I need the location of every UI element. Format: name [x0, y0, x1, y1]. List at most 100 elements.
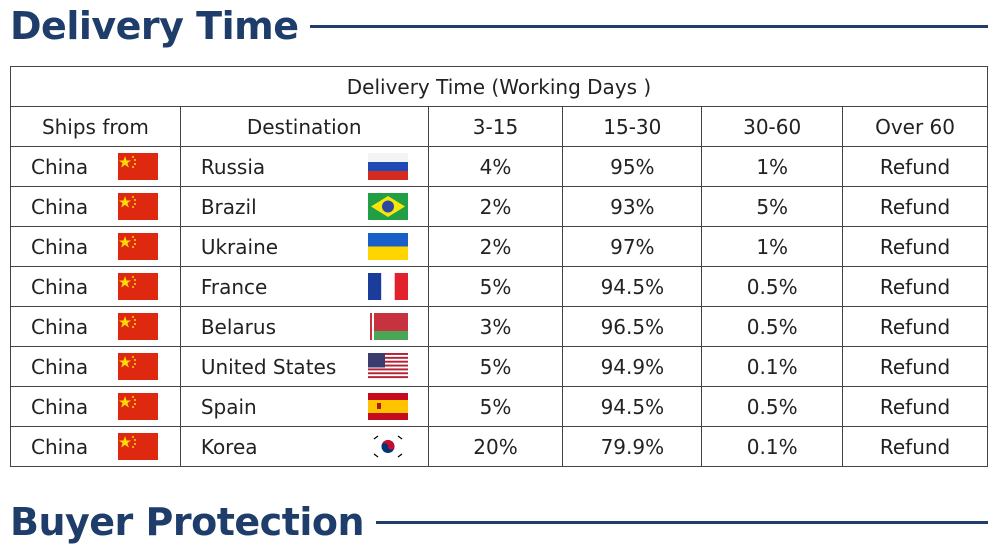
cell: 97%: [562, 226, 703, 267]
cell: Belarus: [179, 306, 429, 347]
cell: 0.1%: [701, 346, 844, 387]
table-row: China United States 5% 94.9% 0.1% Refund: [10, 346, 988, 387]
cell: 94.9%: [562, 346, 703, 387]
cell: Refund: [842, 266, 988, 307]
cell: 95%: [562, 146, 703, 187]
cell-text: 20%: [473, 434, 518, 459]
table-row: China France 5% 94.5% 0.5% Refund: [10, 266, 988, 307]
cell: Refund: [842, 346, 988, 387]
table-row: China Korea 20% 79.9% 0.1% Refund: [10, 426, 988, 467]
heading-text: Delivery Time: [10, 4, 299, 48]
delivery-table: Delivery Time (Working Days ) Ships from…: [10, 66, 988, 467]
cell-text: Korea: [200, 434, 258, 459]
cell-text: 0.5%: [746, 394, 798, 419]
cell-text: Spain: [200, 394, 257, 419]
column-header: 15-30: [562, 106, 703, 147]
cell-text: 95%: [610, 154, 655, 179]
column-header: Over 60: [842, 106, 988, 147]
cell: Ukraine: [179, 226, 429, 267]
flag: [118, 273, 158, 300]
cell-text: Brazil: [200, 194, 257, 219]
cell-text: Russia: [200, 154, 266, 179]
column-header: Destination: [179, 106, 429, 147]
cell: China: [10, 266, 181, 307]
flag: [118, 193, 158, 220]
table-row: China Belarus 3% 96.5% 0.5% Refund: [10, 306, 988, 347]
cell: 96.5%: [562, 306, 703, 347]
cell: 5%: [427, 266, 564, 307]
table-row: China Russia 4% 95% 1% Refund: [10, 146, 988, 187]
cell-text: China: [31, 434, 89, 459]
cell: 94.5%: [562, 386, 703, 427]
cell-text: 79.9%: [600, 434, 665, 459]
cell-text: Ukraine: [200, 234, 279, 259]
cell: Refund: [842, 146, 988, 187]
column-header: 3-15: [427, 106, 564, 147]
cell: France: [179, 266, 429, 307]
cell-text: United States: [200, 354, 337, 379]
cell-text: 4%: [479, 154, 512, 179]
caption-row: Delivery Time (Working Days ): [10, 66, 988, 107]
cell: Korea: [179, 426, 429, 467]
cell-text: 0.5%: [746, 314, 798, 339]
table-row: China Brazil 2% 93% 5% Refund: [10, 186, 988, 227]
cell: China: [10, 386, 181, 427]
section-heading: Buyer Protection: [10, 500, 988, 544]
cell: Refund: [842, 306, 988, 347]
cell: 93%: [562, 186, 703, 227]
cell-text: 5%: [479, 394, 512, 419]
cell: 2%: [427, 186, 564, 227]
cell: Refund: [842, 186, 988, 227]
column-header: 30-60: [701, 106, 844, 147]
cell-text: 97%: [610, 234, 655, 259]
cell-text: 5%: [479, 354, 512, 379]
cell-text: 93%: [610, 194, 655, 219]
cell-text: Refund: [879, 154, 951, 179]
cell: 0.1%: [701, 426, 844, 467]
cell: China: [10, 226, 181, 267]
cell: 79.9%: [562, 426, 703, 467]
cell: 4%: [427, 146, 564, 187]
cell: United States: [179, 346, 429, 387]
cell-text: 2%: [479, 234, 512, 259]
cell-text: Refund: [879, 274, 951, 299]
cell: Refund: [842, 386, 988, 427]
cell-text: 2%: [479, 194, 512, 219]
cell: 5%: [427, 386, 564, 427]
cell: Russia: [179, 146, 429, 187]
cell-text: 3%: [479, 314, 512, 339]
cell: China: [10, 186, 181, 227]
flag: [118, 433, 158, 460]
cell-text: Refund: [879, 314, 951, 339]
cell: 1%: [701, 146, 844, 187]
cell-text: 0.1%: [746, 434, 798, 459]
cell-text: China: [31, 234, 89, 259]
cell: China: [10, 346, 181, 387]
flag: [118, 153, 158, 180]
table-row: China Ukraine 2% 97% 1% Refund: [10, 226, 988, 267]
cell: 5%: [701, 186, 844, 227]
cell-text: Refund: [879, 194, 951, 219]
cell-text: 0.5%: [746, 274, 798, 299]
flag: [367, 233, 408, 260]
flag: [367, 433, 408, 460]
cell-text: 94.5%: [600, 274, 665, 299]
cell-text: China: [31, 154, 89, 179]
cell-text: 5%: [756, 194, 789, 219]
cell-text: 1%: [756, 234, 789, 259]
cell-text: China: [31, 274, 89, 299]
cell: 0.5%: [701, 306, 844, 347]
cell: 0.5%: [701, 266, 844, 307]
cell-text: 1%: [756, 154, 789, 179]
section-heading: Delivery Time: [10, 4, 988, 48]
cell: Refund: [842, 426, 988, 467]
cell-text: Belarus: [200, 314, 276, 339]
cell-text: Refund: [879, 234, 951, 259]
heading-rule: [376, 520, 988, 524]
flag: [367, 313, 408, 340]
flag: [118, 353, 158, 380]
cell-text: China: [31, 314, 89, 339]
cell: Refund: [842, 226, 988, 267]
cell-text: 0.1%: [746, 354, 798, 379]
